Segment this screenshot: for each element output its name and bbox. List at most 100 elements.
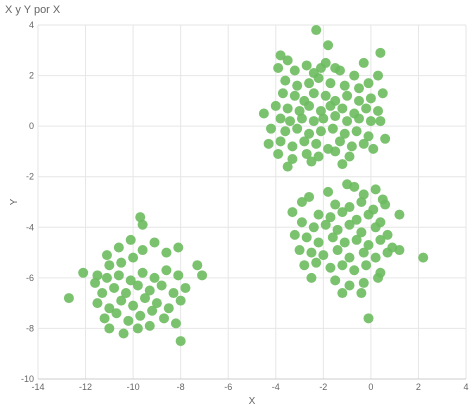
data-point <box>280 75 291 86</box>
y-axis-title: Y <box>9 198 20 205</box>
data-point <box>365 93 376 104</box>
data-point <box>104 323 115 334</box>
data-point <box>380 199 391 210</box>
data-point <box>306 247 317 258</box>
data-point <box>418 252 429 263</box>
data-point <box>311 257 322 268</box>
data-point <box>344 252 355 263</box>
data-point <box>349 181 360 192</box>
data-point <box>116 295 127 306</box>
data-point <box>337 260 348 271</box>
data-point <box>125 275 136 286</box>
x-tick-label: -8 <box>177 382 185 392</box>
data-point <box>296 197 307 207</box>
data-point <box>258 108 269 119</box>
data-point <box>101 272 112 283</box>
data-point <box>382 229 393 240</box>
data-point <box>292 80 303 91</box>
x-axis-title: X <box>249 396 256 407</box>
data-point <box>104 260 115 271</box>
data-point <box>318 250 329 261</box>
data-point <box>351 234 362 245</box>
data-point <box>92 270 103 281</box>
data-point <box>63 293 74 304</box>
grid-lines <box>37 24 467 380</box>
data-point <box>128 300 139 311</box>
data-point <box>282 55 293 66</box>
data-point <box>109 282 120 293</box>
data-point <box>337 159 348 170</box>
data-point <box>149 272 160 283</box>
x-tick-label: -4 <box>272 382 280 392</box>
data-point <box>375 116 386 127</box>
data-point <box>373 272 384 283</box>
data-point <box>296 113 307 124</box>
data-point <box>337 103 348 114</box>
data-point <box>147 305 158 316</box>
y-tick-label: 2 <box>29 71 34 81</box>
data-point <box>123 315 134 326</box>
data-point <box>140 293 150 304</box>
data-point <box>90 277 101 288</box>
data-point <box>173 270 184 281</box>
data-point <box>116 257 127 268</box>
data-point <box>315 126 326 137</box>
data-point <box>275 113 286 124</box>
data-point <box>394 209 405 220</box>
x-tick-label: 4 <box>463 382 468 392</box>
data-point <box>351 126 362 137</box>
data-point <box>334 136 345 147</box>
data-point <box>301 148 312 159</box>
data-point <box>266 123 277 134</box>
data-point <box>358 57 369 68</box>
data-point <box>151 298 162 309</box>
data-point <box>175 295 186 306</box>
data-point <box>137 219 148 230</box>
data-point <box>320 219 331 230</box>
data-point <box>375 47 386 58</box>
data-point <box>346 141 357 152</box>
data-point <box>315 62 326 73</box>
x-tick-label: -6 <box>224 382 232 392</box>
data-point <box>380 133 391 144</box>
data-point <box>304 128 315 139</box>
data-point <box>299 136 310 147</box>
data-point <box>342 116 353 127</box>
y-tick-label: 4 <box>29 20 34 30</box>
data-point <box>161 247 172 258</box>
data-point <box>287 154 298 165</box>
data-point <box>299 260 310 271</box>
data-point <box>349 70 360 81</box>
data-point <box>334 65 345 76</box>
data-point <box>318 113 329 124</box>
data-point <box>354 95 364 106</box>
data-point <box>354 83 364 94</box>
data-point <box>294 105 305 116</box>
data-point <box>325 262 336 273</box>
data-point <box>344 202 355 213</box>
data-point <box>356 288 367 299</box>
data-point <box>192 260 203 271</box>
data-point <box>137 245 148 256</box>
data-point <box>170 318 181 329</box>
chart-title: X y Y por X <box>5 4 61 16</box>
data-point <box>358 189 369 200</box>
data-point <box>332 224 343 235</box>
data-point <box>289 65 300 76</box>
data-point <box>363 209 374 220</box>
data-point <box>361 103 372 114</box>
data-point <box>370 222 381 233</box>
x-tick-label: -10 <box>127 382 140 392</box>
data-point <box>339 237 350 248</box>
data-point <box>356 197 367 207</box>
data-point <box>308 88 319 99</box>
data-point <box>306 272 317 283</box>
data-point <box>304 78 315 89</box>
data-point <box>304 100 315 111</box>
data-point <box>315 105 326 116</box>
data-point <box>351 214 362 225</box>
data-point <box>349 265 360 276</box>
data-point <box>344 219 355 230</box>
data-points <box>63 25 429 347</box>
